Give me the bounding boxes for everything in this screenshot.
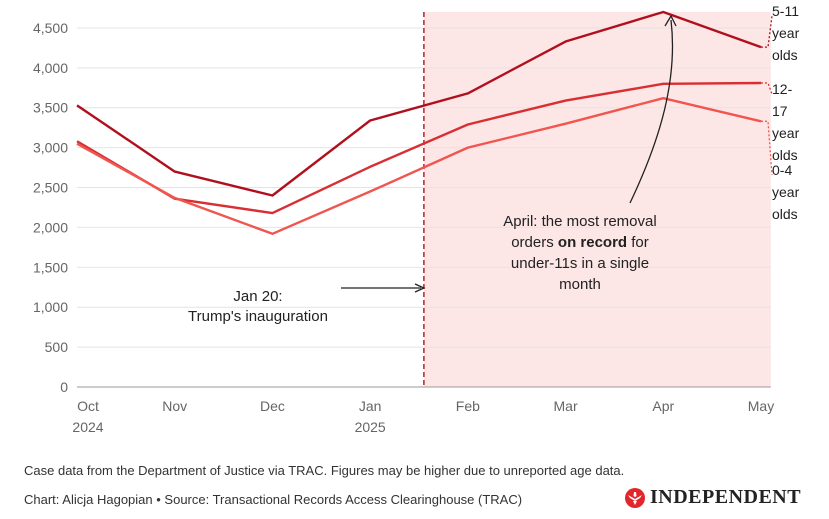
series-label: year	[772, 125, 800, 141]
series-line	[76, 10, 762, 197]
april-arrow	[629, 19, 674, 204]
series-label: olds	[772, 147, 798, 163]
y-tick-label: 1,000	[33, 299, 68, 315]
x-tick-label: Apr	[652, 398, 674, 414]
inauguration-annotation: Jan 20:	[233, 288, 282, 305]
april-arrow-head	[664, 14, 677, 27]
april-annotation: under-11s in a single	[511, 255, 649, 272]
chart-credit: Chart: Alicja Hagopian • Source: Transac…	[24, 492, 522, 507]
y-tick-label: 4,000	[33, 60, 68, 76]
credit-separator: •	[152, 492, 165, 507]
x-tick-label: Dec	[260, 398, 285, 414]
independent-logo[interactable]: INDEPENDENT	[624, 486, 801, 509]
footnote: Case data from the Department of Justice…	[24, 463, 625, 478]
annotation-text: April: the most removal	[503, 213, 656, 230]
x-tick-label: Oct	[77, 398, 99, 414]
y-tick-label: 0	[60, 379, 68, 395]
y-tick-label: 2,500	[33, 180, 68, 196]
annotation-text: under-11s in a single	[511, 255, 649, 272]
x-tick-label: 2025	[355, 419, 386, 435]
x-tick-label: Feb	[456, 398, 480, 414]
credit-source: Source: Transactional Records Access Cle…	[164, 492, 523, 507]
annotation-text: month	[559, 276, 601, 293]
annotation-text: orders	[511, 234, 558, 251]
x-tick-label: 2024	[72, 419, 103, 435]
april-annotation: orders on record for	[511, 234, 649, 251]
series-label: year	[772, 25, 800, 41]
x-tick-label: Jan	[359, 398, 382, 414]
inauguration-arrow-head	[414, 283, 426, 293]
shaded-region	[423, 12, 771, 387]
series-label: 5-11	[772, 3, 799, 19]
annotation-emphasis: on record	[558, 234, 627, 251]
inauguration-annotation: Trump's inauguration	[188, 308, 328, 325]
y-tick-label: 3,000	[33, 140, 68, 156]
independent-eagle-icon	[625, 487, 645, 508]
annotation-text: for	[627, 234, 649, 251]
series-label: 17	[772, 103, 788, 119]
logo-text: INDEPENDENT	[650, 486, 802, 508]
x-tick-label: Mar	[554, 398, 578, 414]
series-label: olds	[772, 47, 798, 63]
y-tick-label: 3,500	[33, 100, 68, 116]
credit-author: Chart: Alicja Hagopian	[24, 492, 153, 507]
y-tick-label: 2,000	[33, 219, 68, 235]
series-label: year	[772, 184, 800, 200]
series-label: olds	[772, 206, 798, 222]
april-annotation: April: the most removal	[503, 213, 656, 230]
series-label: 0-4	[772, 162, 792, 178]
y-tick-label: 500	[45, 339, 69, 355]
series-line	[76, 96, 762, 236]
x-tick-label: May	[748, 398, 774, 414]
y-tick-label: 4,500	[33, 20, 68, 36]
series-line	[76, 81, 762, 215]
series-label: 12-	[772, 81, 793, 97]
april-annotation: month	[559, 276, 601, 293]
line-chart: 0 500 1,000 1,500 2,000 2,500 3,000 3,500 4,000 4…	[33, 3, 800, 435]
x-tick-label: Nov	[162, 398, 187, 414]
y-tick-label: 1,500	[33, 259, 68, 275]
